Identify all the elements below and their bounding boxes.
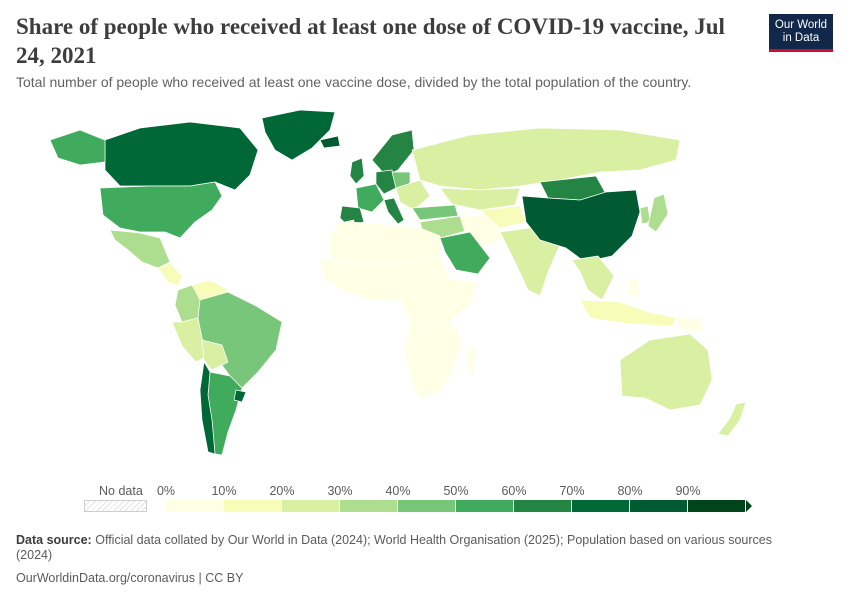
legend-tick-label: 40%	[385, 484, 411, 498]
legend-tick-label: 70%	[559, 484, 585, 498]
data-source-text: Official data collated by Our World in D…	[16, 533, 772, 562]
legend-no-data-swatch	[84, 500, 147, 512]
map-saudi-arabia[interactable]	[439, 231, 491, 275]
legend-tick-label: 50%	[443, 484, 469, 498]
map-eastern-europe[interactable]	[395, 179, 431, 211]
map-chile[interactable]	[199, 361, 216, 455]
map-alaska[interactable]	[49, 129, 106, 166]
legend-tick-label: 60%	[501, 484, 527, 498]
map-russia[interactable]	[411, 127, 681, 191]
data-source: Data source: Official data collated by O…	[16, 533, 806, 563]
map-philippines[interactable]	[627, 277, 641, 297]
legend-no-data-label: No data	[99, 484, 143, 498]
map-scandinavia[interactable]	[371, 129, 415, 177]
map-southeast-asia[interactable]	[571, 255, 615, 301]
map-bolivia[interactable]	[201, 339, 229, 371]
legend-tick-label: 80%	[617, 484, 643, 498]
map-north-africa[interactable]	[329, 221, 441, 263]
map-morocco[interactable]	[335, 219, 355, 241]
map-greenland[interactable]	[261, 109, 336, 161]
map-uk[interactable]	[349, 157, 365, 185]
chart-title: Share of people who received at least on…	[16, 14, 725, 68]
logo-line-2: in Data	[782, 32, 820, 44]
legend-swatch[interactable]	[166, 500, 224, 512]
legend-tick-label: 90%	[675, 484, 701, 498]
owid-logo[interactable]: Our World in Data	[769, 14, 833, 52]
legend-swatch[interactable]	[456, 500, 514, 512]
map-italy[interactable]	[383, 197, 405, 225]
legend-swatch[interactable]	[630, 500, 688, 512]
legend-swatch[interactable]	[572, 500, 630, 512]
map-kazakhstan[interactable]	[439, 187, 521, 211]
map-southern-africa[interactable]	[404, 319, 463, 399]
legend-tick-label: 0%	[156, 484, 176, 498]
legend-swatch[interactable]	[688, 500, 746, 512]
map-korea[interactable]	[639, 205, 651, 225]
chart-subtitle: Total number of people who received at l…	[16, 74, 692, 90]
map-mexico[interactable]	[109, 229, 171, 269]
map-japan[interactable]	[647, 193, 669, 233]
footer: OurWorldinData.org/coronavirus | CC BY	[16, 571, 243, 585]
map-canada[interactable]	[104, 121, 259, 191]
legend-tick-label: 10%	[211, 484, 237, 498]
footer-separator: |	[195, 571, 206, 585]
logo-line-1: Our World	[774, 19, 828, 31]
map-iceland[interactable]	[319, 135, 341, 149]
map-china[interactable]	[521, 189, 641, 263]
legend-arrow-icon	[746, 500, 752, 512]
legend-swatch[interactable]	[224, 500, 282, 512]
map-indonesia[interactable]	[579, 299, 677, 327]
map-central-america[interactable]	[157, 262, 183, 287]
map-usa[interactable]	[99, 181, 223, 239]
legend-swatch[interactable]	[340, 500, 398, 512]
footer-license[interactable]: CC BY	[205, 571, 244, 585]
world-map	[49, 109, 747, 456]
map-madagascar[interactable]	[465, 345, 477, 375]
map-new-zealand[interactable]	[717, 401, 747, 437]
map-uruguay[interactable]	[233, 389, 247, 403]
legend-tick-label: 30%	[327, 484, 353, 498]
map-france[interactable]	[355, 183, 385, 213]
footer-url[interactable]: OurWorldinData.org/coronavirus	[16, 571, 196, 585]
map-germany[interactable]	[375, 169, 397, 195]
data-source-label: Data source:	[16, 533, 92, 547]
legend-swatch[interactable]	[398, 500, 456, 512]
map-australia[interactable]	[619, 333, 713, 411]
legend-swatch[interactable]	[514, 500, 572, 512]
map-png[interactable]	[675, 317, 705, 333]
legend-swatch[interactable]	[282, 500, 340, 512]
legend-tick-label: 20%	[269, 484, 295, 498]
